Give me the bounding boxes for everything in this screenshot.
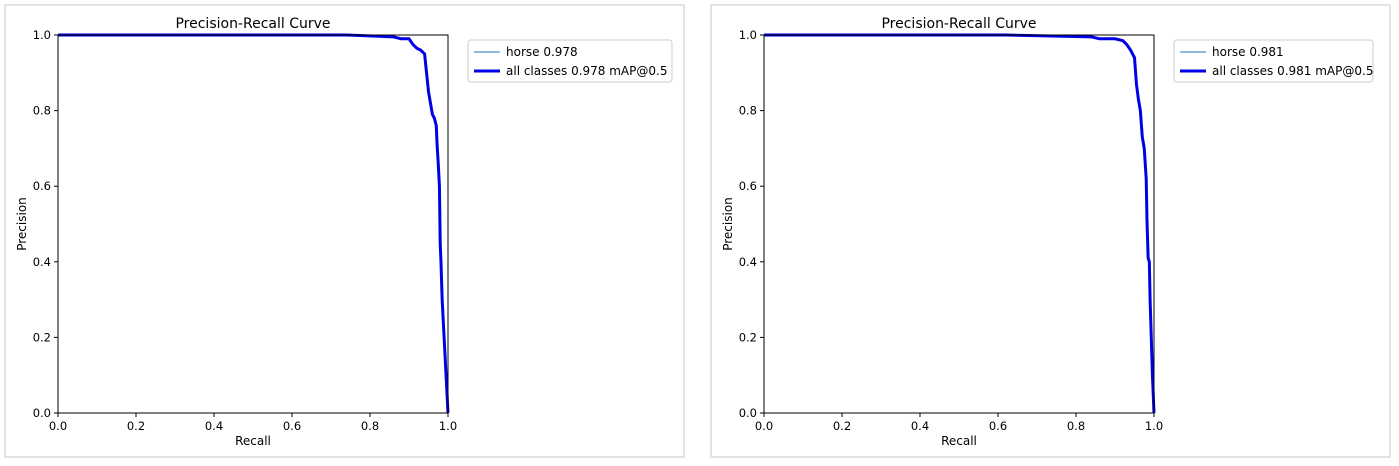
y-tick-label: 0.8 xyxy=(739,104,757,118)
x-tick-label: 0.2 xyxy=(833,419,851,433)
series-line-horse xyxy=(58,34,449,414)
chart-title: Precision-Recall Curve xyxy=(881,16,1036,32)
x-tick-label: 0.0 xyxy=(49,419,67,433)
series-line-all-classes xyxy=(764,33,1156,414)
y-tick-label: 1.0 xyxy=(739,28,757,42)
y-tick-label: 0.8 xyxy=(33,104,51,118)
y-tick-label: 0.6 xyxy=(33,179,51,193)
y-tick-label: 0.4 xyxy=(739,255,757,269)
y-axis-label: Precision xyxy=(721,197,735,251)
x-tick-label: 0.2 xyxy=(127,419,145,433)
legend-label: horse 0.978 xyxy=(506,45,578,59)
chart-panel-right: Precision-Recall Curve 0.0 0.2 0.4 0.6 0.8 1.0… xyxy=(710,4,1391,458)
plot-frame xyxy=(57,34,449,414)
legend-label: all classes 0.978 mAP@0.5 xyxy=(506,64,667,78)
x-tick-label: 0.4 xyxy=(911,419,929,433)
y-tick-label: 0.2 xyxy=(739,330,757,344)
legend-label: all classes 0.981 mAP@0.5 xyxy=(1212,64,1373,78)
x-tick-label: 1.0 xyxy=(1145,419,1163,433)
series-line-all-classes xyxy=(58,33,450,414)
x-tick-label: 0.8 xyxy=(361,419,379,433)
y-tick-label: 0.0 xyxy=(33,406,51,420)
y-tick-label: 0.2 xyxy=(33,330,51,344)
pr-curve-chart-left: Precision-Recall Curve 0.0 0.2 0.4 0.6 0.8 1.0… xyxy=(15,16,673,448)
y-axis-label: Precision xyxy=(15,197,29,251)
x-axis-label: Recall xyxy=(235,434,271,448)
y-tick-label: 0.6 xyxy=(739,179,757,193)
plot-frame xyxy=(763,34,1155,414)
legend-label: horse 0.981 xyxy=(1212,45,1284,59)
legend-box xyxy=(1173,39,1374,83)
y-tick-label: 0.0 xyxy=(739,406,757,420)
x-tick-label: 1.0 xyxy=(439,419,457,433)
x-tick-label: 0.8 xyxy=(1067,419,1085,433)
x-axis-label: Recall xyxy=(941,434,977,448)
series-line-horse xyxy=(764,34,1155,414)
x-tick-label: 0.6 xyxy=(283,419,301,433)
x-tick-label: 0.6 xyxy=(989,419,1007,433)
y-tick-label: 0.4 xyxy=(33,255,51,269)
legend-box xyxy=(467,39,673,83)
y-tick-label: 1.0 xyxy=(33,28,51,42)
pr-curve-chart-right: Precision-Recall Curve 0.0 0.2 0.4 0.6 0.8 1.0… xyxy=(721,16,1374,448)
x-tick-label: 0.4 xyxy=(205,419,223,433)
chart-title: Precision-Recall Curve xyxy=(175,16,330,32)
chart-panel-left: Precision-Recall Curve 0.0 0.2 0.4 0.6 0.8 1.0… xyxy=(4,4,685,458)
x-tick-label: 0.0 xyxy=(755,419,773,433)
